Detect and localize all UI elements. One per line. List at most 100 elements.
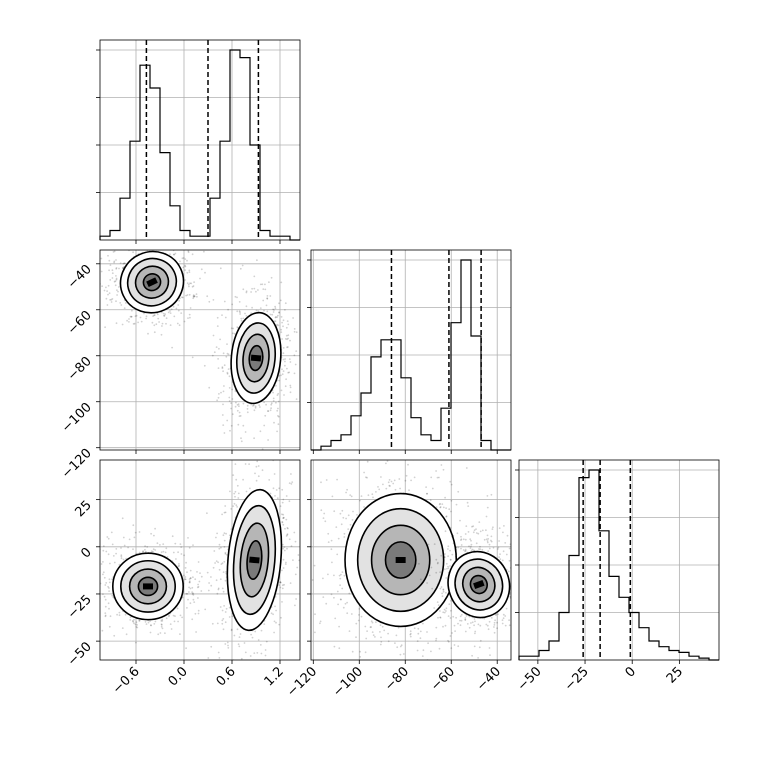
sample-point <box>429 666 431 668</box>
sample-point <box>254 405 257 408</box>
sample-point <box>197 609 200 612</box>
sample-point <box>419 630 422 633</box>
sample-point <box>436 601 439 603</box>
sample-point <box>236 404 239 406</box>
sample-point <box>295 350 298 352</box>
sample-point <box>245 314 248 317</box>
sample-point <box>231 615 234 618</box>
sample-point <box>447 639 449 642</box>
sample-point <box>192 296 195 298</box>
sample-point <box>113 561 116 564</box>
sample-point <box>272 311 275 313</box>
sample-point <box>276 323 279 326</box>
sample-point <box>379 643 382 646</box>
sample-point <box>504 615 507 617</box>
sample-point <box>355 636 357 639</box>
sample-point <box>513 587 515 589</box>
sample-point <box>255 309 258 312</box>
sample-point <box>517 588 519 590</box>
sample-point <box>325 602 328 605</box>
x-tick-label: 1.2 <box>262 664 287 689</box>
sample-point <box>493 621 496 624</box>
sample-point <box>197 583 200 586</box>
sample-point <box>221 366 224 368</box>
sample-point <box>455 503 458 506</box>
sample-point <box>278 311 280 314</box>
sample-point <box>184 578 186 581</box>
sample-point <box>223 560 226 563</box>
sample-point <box>335 526 338 528</box>
sample-point <box>449 635 452 637</box>
sample-point <box>179 633 181 635</box>
sample-point <box>442 625 444 628</box>
sample-point <box>445 607 448 610</box>
sample-point <box>236 326 239 328</box>
x-tick-label: −100 <box>330 664 366 700</box>
sample-point <box>256 652 259 654</box>
sample-point <box>238 415 241 417</box>
sample-point <box>164 313 167 316</box>
sample-point <box>121 627 124 629</box>
sample-point <box>273 620 276 623</box>
sample-point <box>286 320 289 322</box>
sample-point <box>280 331 283 334</box>
sample-point <box>248 455 250 457</box>
sample-point <box>208 662 210 664</box>
sample-point <box>282 517 285 519</box>
sample-point <box>149 242 151 244</box>
sample-point <box>502 617 505 620</box>
sample-point <box>118 286 120 288</box>
sample-point <box>417 632 420 635</box>
sample-point <box>182 266 185 269</box>
sample-point <box>498 540 500 542</box>
sample-point <box>89 620 91 622</box>
sample-point <box>393 479 396 482</box>
sample-point <box>444 553 446 555</box>
sample-point <box>159 544 161 546</box>
sample-point <box>143 234 145 236</box>
sample-point <box>337 603 339 606</box>
sample-point <box>245 490 248 493</box>
sample-point <box>161 322 164 325</box>
sample-point <box>273 309 275 311</box>
sample-point <box>464 618 467 621</box>
sample-point <box>365 476 367 479</box>
contour-line <box>232 504 277 616</box>
sample-point <box>302 506 304 508</box>
sample-point <box>188 269 191 272</box>
sample-point <box>254 451 256 453</box>
sample-point <box>138 619 141 622</box>
sample-point <box>127 321 130 323</box>
sample-point <box>450 599 452 602</box>
scatter-panel-0-1 <box>100 213 298 450</box>
sample-point <box>281 584 284 587</box>
sample-point <box>495 614 497 616</box>
sample-point <box>100 257 103 260</box>
sample-point <box>272 308 274 311</box>
sample-point <box>380 641 383 643</box>
sample-point <box>122 558 125 561</box>
sample-point <box>379 624 382 626</box>
sample-point <box>265 304 268 307</box>
sample-point <box>269 492 272 495</box>
sample-point <box>419 578 422 581</box>
sample-point <box>206 295 209 298</box>
sample-point <box>237 423 240 426</box>
sample-point <box>465 467 468 469</box>
sample-point <box>180 546 183 548</box>
sample-point <box>252 404 255 407</box>
sample-point <box>409 635 412 638</box>
sample-point <box>189 316 191 319</box>
sample-point <box>407 463 409 466</box>
sample-point <box>242 288 245 291</box>
sample-point <box>276 316 278 318</box>
sample-point <box>474 620 476 623</box>
sample-point <box>228 387 231 389</box>
sample-point <box>186 271 189 274</box>
sample-point <box>514 573 516 575</box>
sample-point <box>173 213 175 215</box>
sample-point <box>223 605 226 607</box>
sample-point <box>351 650 354 653</box>
sample-point <box>243 642 246 644</box>
x-tick-label: −50 <box>515 664 545 694</box>
